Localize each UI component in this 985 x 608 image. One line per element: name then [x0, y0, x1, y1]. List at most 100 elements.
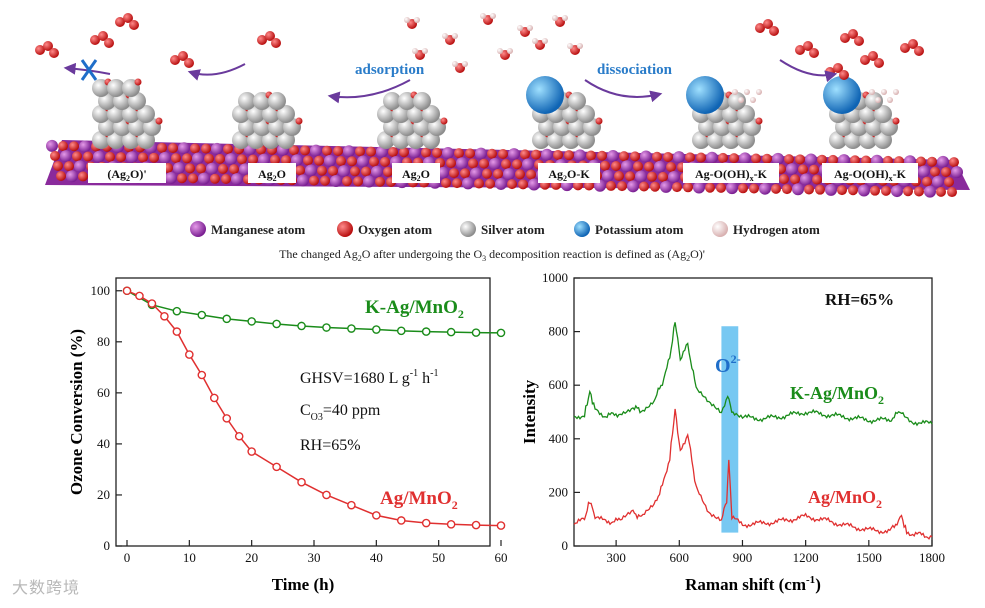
oxygen-atom: [718, 152, 728, 163]
y-tick-label: 0: [104, 538, 111, 553]
oxygen-atom: [914, 186, 924, 197]
oxygen-atom: [465, 148, 475, 159]
x-tick-label: 50: [432, 550, 445, 565]
x-tick-label: 10: [183, 550, 196, 565]
oxygen-atom: [366, 146, 376, 157]
badge-box: [392, 163, 440, 183]
data-point: [135, 291, 144, 301]
oxygen-atom: [927, 156, 937, 167]
ozone-oxygen: [755, 23, 765, 33]
ozone-oxygen: [43, 41, 53, 51]
oxygen-atom: [168, 143, 178, 154]
series-group-raman: [573, 322, 933, 540]
oxygen-atom: [196, 163, 206, 174]
manganese-atom: [297, 174, 309, 187]
oxygen-atom: [138, 152, 148, 163]
ozone-oxygen: [90, 35, 100, 45]
oxygen-atom: [705, 182, 715, 193]
water-hydrogen: [462, 61, 468, 67]
cluster-badges: (Ag2O)' Ag2O Ag2O Ag2O-K Ag-O(OH)x-K Ag-O(OH)…: [88, 163, 918, 183]
oxygen-atom: [595, 117, 603, 125]
hydrogen-atom: [738, 97, 744, 103]
oxygen-atom: [947, 187, 957, 198]
data-point: [297, 477, 306, 487]
oxygen-atom: [449, 168, 459, 179]
oxygen-atom: [696, 152, 706, 163]
oxygen-atom: [53, 160, 63, 171]
legend-label: Manganese atom: [211, 222, 305, 237]
oxygen-atom: [658, 171, 668, 182]
oxygen-atom: [69, 141, 79, 152]
manganese-atom: [951, 166, 963, 179]
ozone-oxygen: [900, 43, 910, 53]
y-tick-label: 20: [97, 487, 110, 502]
legend-swatch: [460, 221, 476, 237]
y-tick-label: 1000: [542, 270, 568, 285]
oxygen-atom: [650, 181, 660, 192]
oxygen-atom: [328, 165, 338, 176]
oxygen-atom: [78, 171, 88, 182]
legend-ag-raman: Ag/MnO2: [808, 487, 882, 511]
x-tick-label: 900: [733, 550, 753, 565]
manganese-atom: [126, 151, 138, 164]
hydrogen-atom: [881, 89, 887, 95]
oxygen-atom: [317, 165, 327, 176]
manganese-atom: [363, 175, 375, 188]
axis-ticks-raman: 300 600 900 1200 1500 1800 0 200 400 600 800 1000: [542, 270, 945, 565]
water-hydrogen: [527, 25, 533, 31]
manganese-atom: [371, 165, 383, 178]
manganese-atom: [918, 165, 930, 178]
oxygen-atom: [353, 176, 363, 187]
plot-frame-raman: [573, 277, 933, 547]
manganese-atom: [470, 167, 482, 180]
x-axis-label-raman: Raman shift (cm-1): [685, 574, 821, 594]
manganese-atom: [693, 181, 705, 194]
ozone-oxygen: [803, 41, 813, 51]
legend-swatch: [712, 221, 728, 237]
silver-atom: [568, 92, 586, 110]
water-hydrogen: [490, 13, 496, 19]
data-point: [347, 500, 356, 510]
manganese-atom: [759, 182, 771, 195]
oxygen-atom: [105, 151, 115, 162]
manganese-atom: [574, 149, 586, 162]
oxygen-atom: [941, 166, 951, 177]
data-point: [247, 317, 256, 326]
silver-atom: [268, 92, 286, 110]
oxygen-atom: [58, 141, 68, 152]
oxygen-atom: [716, 182, 726, 193]
manganese-atom: [673, 151, 685, 164]
series-line: [126, 290, 502, 334]
raman-chart: O2- 300 600 900 1200 1500 1800 0 200 400 600 800 10…: [520, 270, 945, 594]
manganese-atom: [640, 150, 652, 163]
manganese-atom: [635, 170, 647, 183]
manganese-atom: [456, 157, 468, 170]
oxygen-atom: [804, 184, 814, 195]
ozone-oxygen: [104, 38, 114, 48]
data-point: [160, 311, 169, 321]
oxygen-atom: [281, 155, 291, 166]
oxygen-atom: [606, 180, 616, 191]
oxygen-atom: [482, 168, 492, 179]
x-tick-label: 600: [670, 550, 690, 565]
manganese-atom: [668, 171, 680, 184]
oxygen-atom: [149, 152, 159, 163]
data-point: [471, 328, 481, 337]
oxygen-atom: [518, 179, 528, 190]
oxygen-atom: [380, 156, 390, 167]
oxygen-atom: [738, 183, 748, 194]
data-point: [496, 328, 506, 338]
data-point: [322, 490, 331, 500]
oxygen-atom: [177, 173, 187, 184]
oxygen-atom: [903, 186, 913, 197]
oxygen-atom: [314, 155, 324, 166]
oxygen-atom: [388, 146, 398, 157]
oxygen-atom: [134, 78, 142, 86]
manganese-atom: [772, 152, 784, 165]
data-point: [234, 431, 244, 441]
x-tick-label: 1800: [919, 550, 945, 565]
oxygen-atom: [798, 164, 808, 175]
manganese-atom: [305, 164, 317, 177]
oxygen-atom: [916, 156, 926, 167]
o2-highlight-band: [721, 326, 739, 533]
